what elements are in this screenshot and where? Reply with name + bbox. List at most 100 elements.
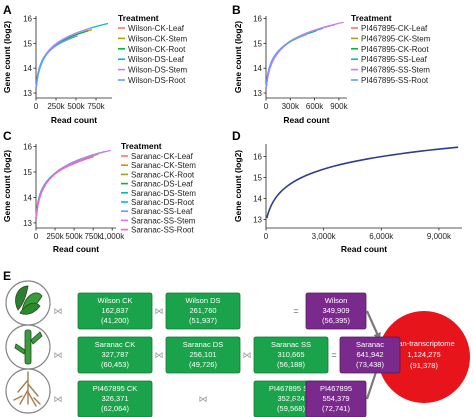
sample-box-title: Saranac CK [95,340,135,349]
legend-item-label: Saranac-DS-Root [131,198,195,207]
join-symbol: ⋈ [243,350,252,360]
x-tick-label: 300k [282,102,300,111]
pan-transcriptome-circle [378,311,470,403]
legend-item-label: Wilson-DS-Stem [128,66,187,75]
y-tick-label: 15 [253,39,262,48]
chart-a: 13 14 15 16 0 250k 500k 750k Read count Gene coun… [2,13,187,125]
x-axis-title: Read count [341,244,387,254]
legend-item-label: PI467895-CK-Stem [361,34,431,43]
legend-item-label: Wilson-DS-Root [128,76,186,85]
legend-item-label: Wilson-CK-Leaf [128,24,185,33]
pan-transcriptome-diagram: Pan-transcriptome 1,124,275 (91,378) ⋈Wi… [5,280,470,417]
join-symbol: ⋈ [155,350,164,360]
pan-value: 1,124,275 [407,350,440,359]
x-tick-label: 750k [84,232,102,241]
series-line [35,156,95,217]
legend-item-label: Saranac-CK-Root [131,170,195,179]
legend-item-label: Saranac-SS-Stem [131,216,196,225]
series-line [265,34,307,86]
sample-box-value: 256,101 [189,350,216,359]
sample-box-bg [253,336,329,374]
y-tick-label: 15 [23,168,32,177]
total-box-title: PI467895 [320,384,352,393]
y-tick-label: 16 [23,143,32,152]
root-icon [5,368,51,414]
x-axis-title: Read count [283,115,329,125]
legend-item-label: PI467895-SS-Leaf [361,55,428,64]
equals-sign: = [293,306,298,316]
sample-box-sub: (59,568) [277,404,305,413]
legend-item-label: Saranac-CK-Leaf [131,152,194,161]
legend: TreatmentPI467895-CK-LeafPI467895-CK-Ste… [351,13,431,85]
chart-d: 13 14 15 16 0 3,000k 6,000k 9,000k Read count Gen… [233,144,462,254]
total-box-bg [339,336,401,374]
y-tick-label: 13 [23,219,32,228]
series-line [35,22,109,88]
series-line [35,35,78,87]
x-tick-label: 1,000k [100,232,125,241]
x-tick-label: 0 [264,102,269,111]
legend-item-label: Wilson-CK-Root [128,45,186,54]
sample-box-bg [165,292,241,330]
y-tick-label: 13 [253,216,262,225]
y-tick-label: 16 [23,14,32,23]
sample-box-title: PI467895 SS [269,384,313,393]
sample-box-bg [165,336,241,374]
legend: TreatmentSaranac-CK-LeafSaranac-CK-StemS… [121,141,196,235]
join-symbol: ⋈ [54,394,63,404]
join-symbol: ⋈ [199,394,208,404]
y-axis-title: Gene count (log2) [2,21,12,93]
sample-box-title: PI467895 CK [93,384,138,393]
legend-item-label: Wilson-DS-Leaf [128,55,185,64]
sample-box-value: 162,837 [101,306,128,315]
x-tick-label: 6,000k [369,232,394,241]
y-tick-label: 16 [253,153,262,162]
total-box-bg [305,292,367,330]
panel-label-e: E [3,269,11,283]
total-box-value: 554,379 [322,394,349,403]
x-tick-label: 900k [330,102,348,111]
x-tick-label: 750k [87,102,105,111]
legend-item-label: PI467895-SS-Root [361,76,429,85]
sample-box-sub: (56,188) [277,360,305,369]
x-tick-label: 0 [264,232,269,241]
total-box-value: 641,942 [356,350,383,359]
y-tick-label: 14 [23,64,32,73]
sample-box-sub: (49,726) [189,360,217,369]
x-tick-label: 500k [65,232,83,241]
x-tick-label: 250k [46,232,64,241]
sample-box-title: Wilson CK [97,296,132,305]
sample-box-value: 310,665 [277,350,304,359]
join-symbol: ⋈ [54,350,63,360]
x-tick-label: 3,000k [312,232,337,241]
sample-box-bg [77,292,153,330]
join-symbol: ⋈ [54,306,63,316]
y-tick-label: 13 [253,89,262,98]
y-tick-label: 13 [23,89,32,98]
equals-sign: = [293,394,298,404]
series-line [35,149,111,217]
y-axis-title: Gene count (log2) [2,150,12,222]
x-tick-label: 250k [47,102,65,111]
sample-box-sub: (41,200) [101,316,129,325]
sample-box-sub: (60,453) [101,360,129,369]
y-axis-title: Gene count (log2) [233,150,243,222]
x-axis-title: Read count [53,244,99,254]
sample-box-value: 326,371 [101,394,128,403]
total-box-title: Saranac [356,340,384,349]
